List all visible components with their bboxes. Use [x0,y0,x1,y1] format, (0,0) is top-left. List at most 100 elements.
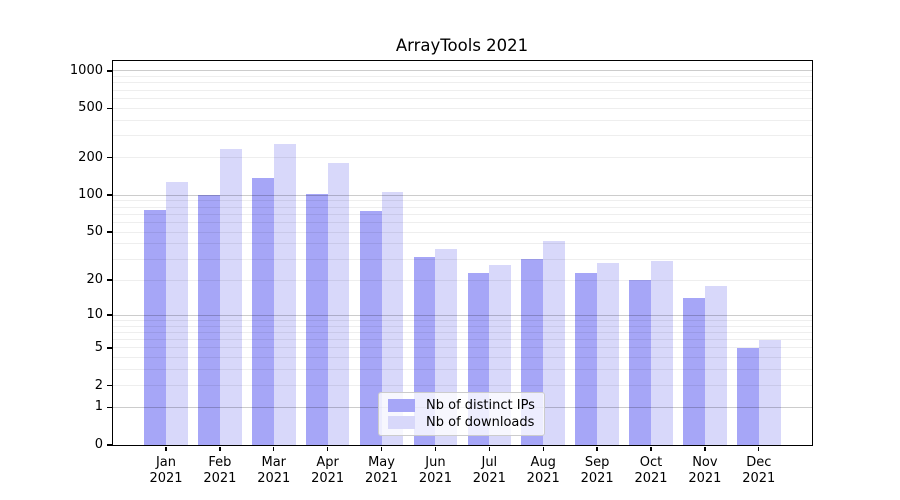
y-tick-mark-10 [107,314,112,316]
x-tick-label-jun: Jun 2021 [418,455,452,486]
y-tick-label-100: 100 [78,187,103,203]
gridline-minor-50 [113,231,812,233]
gridline-minor-800 [113,82,812,84]
y-tick-mark-1 [107,406,112,409]
gridline-minor-200 [113,157,812,159]
gridline-minor-7 [113,331,812,333]
bar-dec-downloads [758,339,781,445]
bar-may-distinct-ips [359,211,382,445]
x-tick-mark-1 [165,446,167,451]
bar-may-downloads [381,191,404,445]
gridline-minor-900 [113,76,812,78]
x-tick-label-apr: Apr 2021 [311,455,345,486]
legend: Nb of distinct IPs Nb of downloads [378,392,545,436]
y-tick-mark-100 [107,194,112,196]
bar-jan-downloads [166,181,188,445]
x-tick-mark-5 [380,446,383,451]
y-tick-mark-1000 [107,70,112,72]
bar-apr-downloads [327,162,350,445]
chart-title: ArrayTools 2021 [395,36,529,55]
y-tick-label-1000: 1000 [69,62,103,78]
gridline-minor-300 [113,135,812,137]
gridline-minor-4 [113,357,812,359]
y-tick-label-50: 50 [86,224,103,240]
bar-jan-distinct-ips [144,210,166,445]
gridline-minor-20 [113,279,812,281]
gridline-minor-5 [113,347,812,349]
y-tick-mark-0 [107,444,112,446]
gridline-minor-90 [113,200,812,202]
x-tick-label-aug: Aug 2021 [526,455,560,486]
y-tick-label-5: 5 [94,339,103,355]
y-tick-mark-50 [107,231,112,233]
gridline-minor-400 [113,119,812,121]
x-tick-label-feb: Feb 2021 [203,455,237,486]
gridline-minor-3 [113,369,812,371]
gridline-minor-500 [113,107,812,109]
x-tick-label-jul: Jul 2021 [472,455,506,486]
x-tick-label-mar: Mar 2021 [257,455,291,486]
bar-feb-downloads [219,148,242,445]
bar-mar-downloads [273,144,296,445]
y-tick-label-0: 0 [94,437,103,452]
bar-oct-distinct-ips [629,280,651,445]
x-tick-mark-7 [488,446,491,451]
x-tick-label-dec: Dec 2021 [742,455,776,486]
y-tick-label-2: 2 [94,377,103,393]
gridline-minor-70 [113,213,812,215]
gridline-minor-600 [113,97,812,99]
gridline-minor-8 [113,325,812,327]
y-tick-mark-200 [107,157,112,159]
gridline-minor-80 [113,206,812,208]
gridline-minor-6 [113,339,812,341]
bar-feb-distinct-ips [198,194,220,445]
x-tick-label-sep: Sep 2021 [580,455,614,486]
bar-sep-distinct-ips [575,272,598,445]
gridline-major-10 [113,314,812,316]
legend-label-downloads: Nb of downloads [426,415,535,431]
gridline-minor-9 [113,319,812,321]
x-tick-mark-6 [434,446,437,451]
bar-nov-downloads [704,285,727,445]
y-tick-mark-2 [107,384,112,387]
gridline-major-100 [113,194,812,196]
bar-sep-downloads [597,262,619,445]
y-tick-mark-20 [107,279,112,281]
gridline-major-1000 [113,70,812,72]
gridline-minor-60 [113,221,812,223]
x-tick-label-nov: Nov 2021 [688,455,722,486]
x-tick-mark-2 [219,446,221,451]
y-tick-label-1: 1 [94,399,103,415]
legend-label-distinct-ips: Nb of distinct IPs [426,397,535,413]
legend-row-downloads: Nb of downloads [388,415,535,430]
x-tick-label-oct: Oct 2021 [634,455,668,486]
bar-dec-distinct-ips [736,347,759,445]
gridline-minor-2 [113,385,812,386]
y-tick-mark-500 [107,107,112,110]
gridline-minor-700 [113,89,812,91]
y-tick-label-200: 200 [78,149,103,165]
y-tick-label-20: 20 [86,272,103,288]
x-tick-mark-12 [758,446,760,451]
y-tick-mark-5 [107,347,112,349]
x-tick-mark-8 [542,446,544,451]
x-tick-mark-4 [326,446,329,451]
y-tick-label-500: 500 [78,100,103,116]
legend-swatch-distinct-ips [388,398,415,412]
plot-area [113,61,812,445]
bar-nov-distinct-ips [683,298,705,445]
gridline-minor-30 [113,258,812,260]
x-tick-label-jan: Jan 2021 [149,455,183,486]
bar-mar-distinct-ips [251,178,274,445]
bar-aug-downloads [543,241,566,445]
x-tick-mark-10 [650,446,652,451]
bar-oct-downloads [651,260,673,445]
x-tick-mark-3 [273,446,275,451]
legend-swatch-downloads [388,416,415,430]
legend-row-distinct-ips: Nb of distinct IPs [388,398,535,413]
x-tick-label-may: May 2021 [365,455,399,486]
gridline-minor-40 [113,243,812,245]
x-tick-mark-9 [596,446,598,451]
x-tick-mark-11 [704,446,706,451]
y-tick-label-10: 10 [86,307,103,323]
